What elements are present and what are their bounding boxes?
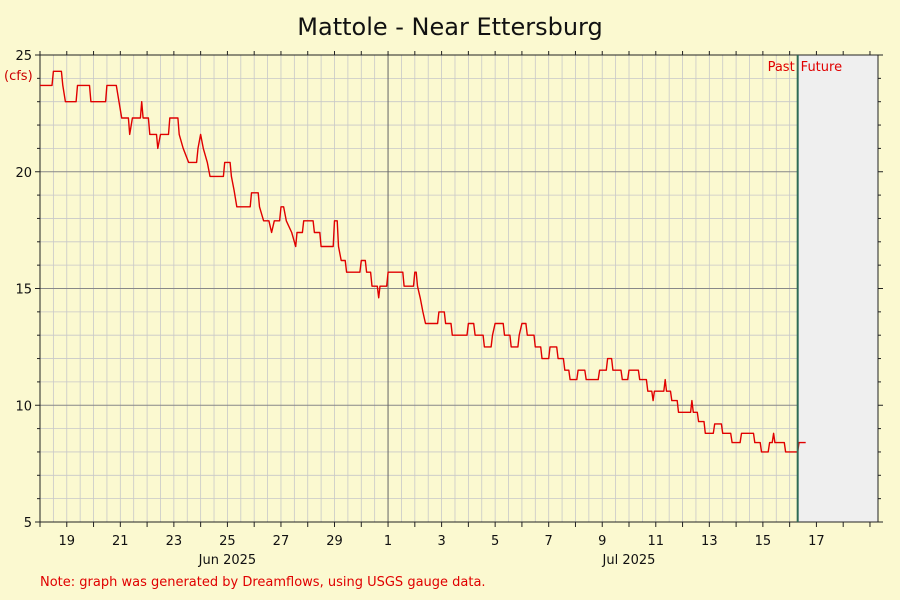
grid — [39, 54, 878, 523]
chart-title: Mattole - Near Ettersburg — [297, 13, 602, 41]
month-label: Jul 2025 — [602, 553, 656, 568]
x-tick-label: 19 — [58, 534, 75, 549]
past-label: Past — [768, 60, 795, 75]
series-layer — [40, 70, 806, 453]
y-tick-label: 25 — [15, 49, 32, 64]
x-tick-label: 1 — [384, 534, 392, 549]
x-tick-label: 13 — [701, 534, 718, 549]
future-region — [797, 55, 878, 522]
x-tick-label: 23 — [166, 534, 183, 549]
x-tick-label: 17 — [808, 534, 825, 549]
y-tick-label: 20 — [15, 166, 32, 181]
y-tick-label: 15 — [15, 283, 32, 298]
axis-ticks — [35, 51, 883, 527]
x-tick-label: 5 — [491, 534, 499, 549]
x-tick-label: 21 — [112, 534, 129, 549]
footer-note: Note: graph was generated by Dreamflows,… — [40, 575, 486, 590]
x-tick-label: 25 — [219, 534, 236, 549]
future-label: Future — [801, 60, 842, 75]
x-tick-label: 27 — [273, 534, 290, 549]
series-line-flow — [40, 70, 806, 453]
y-tick-label: 10 — [15, 399, 32, 414]
x-tick-label: 11 — [648, 534, 665, 549]
x-tick-label: 7 — [545, 534, 553, 549]
y-tick-label: 5 — [24, 516, 32, 531]
x-tick-label: 3 — [437, 534, 445, 549]
month-label: Jun 2025 — [198, 553, 257, 568]
x-tick-label: 29 — [326, 534, 343, 549]
x-tick-label: 15 — [755, 534, 772, 549]
x-tick-label: 9 — [598, 534, 606, 549]
y-axis-unit-label: (cfs) — [4, 69, 33, 84]
